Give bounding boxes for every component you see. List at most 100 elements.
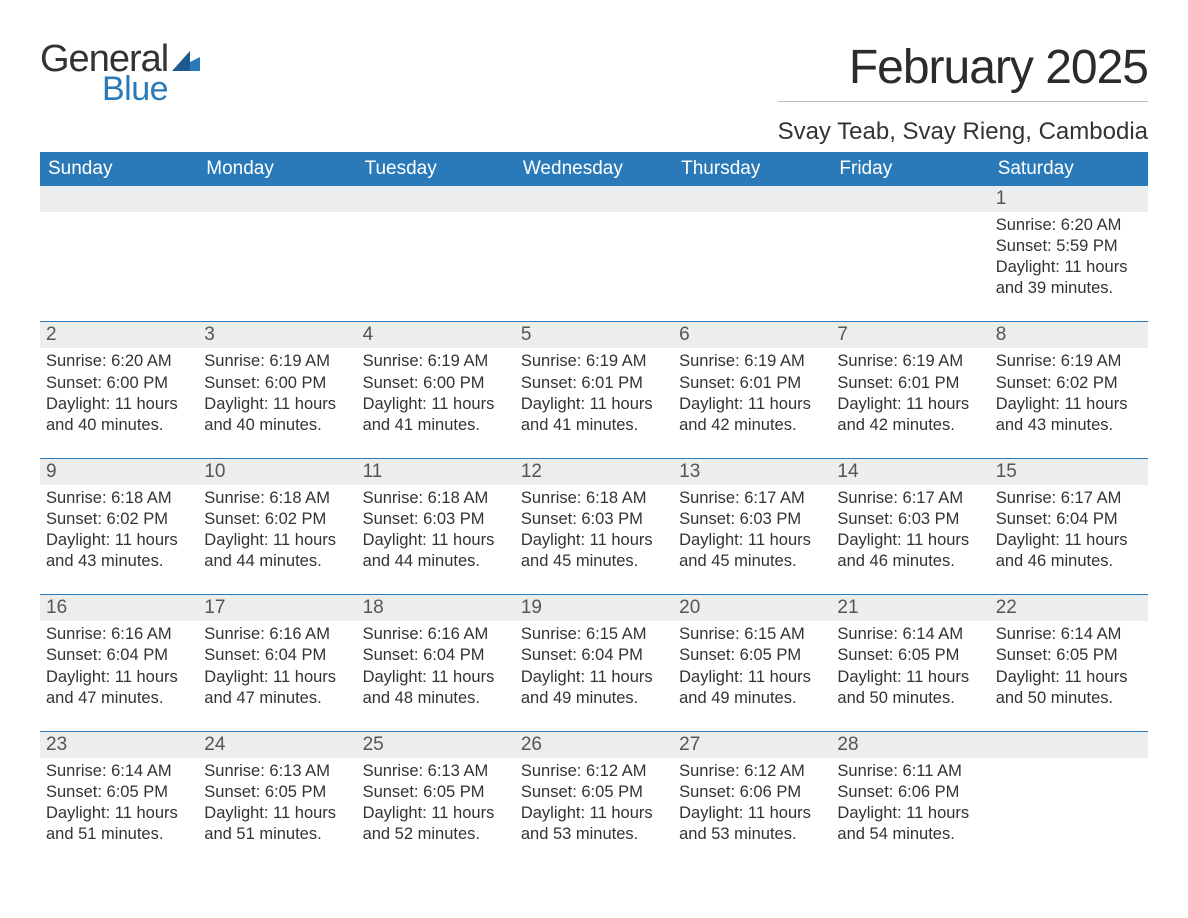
logo-flag-icon	[172, 51, 200, 71]
day-details: Sunrise: 6:18 AMSunset: 6:02 PMDaylight:…	[40, 485, 198, 594]
day-details: Sunrise: 6:12 AMSunset: 6:06 PMDaylight:…	[673, 758, 831, 867]
calendar-day-cell: 17Sunrise: 6:16 AMSunset: 6:04 PMDayligh…	[198, 595, 356, 731]
weekday-header: Friday	[831, 152, 989, 186]
day-details: Sunrise: 6:19 AMSunset: 6:00 PMDaylight:…	[198, 348, 356, 457]
sunset-line: Sunset: 6:00 PM	[204, 373, 350, 394]
sunset-line: Sunset: 6:01 PM	[679, 373, 825, 394]
daylight-line: Daylight: 11 hours and 44 minutes.	[204, 530, 350, 572]
sunrise-line: Sunrise: 6:18 AM	[521, 488, 667, 509]
daylight-line: Daylight: 11 hours and 40 minutes.	[46, 394, 192, 436]
day-details	[990, 758, 1148, 854]
calendar-day-cell: 18Sunrise: 6:16 AMSunset: 6:04 PMDayligh…	[357, 595, 515, 731]
calendar-week-row: 23Sunrise: 6:14 AMSunset: 6:05 PMDayligh…	[40, 731, 1148, 867]
day-details: Sunrise: 6:14 AMSunset: 6:05 PMDaylight:…	[990, 621, 1148, 730]
day-number	[198, 186, 356, 212]
daylight-line: Daylight: 11 hours and 46 minutes.	[996, 530, 1142, 572]
day-details: Sunrise: 6:18 AMSunset: 6:03 PMDaylight:…	[515, 485, 673, 594]
sunset-line: Sunset: 5:59 PM	[996, 236, 1142, 257]
day-details: Sunrise: 6:20 AMSunset: 5:59 PMDaylight:…	[990, 212, 1148, 321]
day-details	[357, 212, 515, 308]
sunrise-line: Sunrise: 6:13 AM	[204, 761, 350, 782]
sunset-line: Sunset: 6:03 PM	[363, 509, 509, 530]
calendar-day-cell	[515, 186, 673, 322]
sunset-line: Sunset: 6:04 PM	[363, 645, 509, 666]
day-number: 1	[990, 186, 1148, 212]
day-number: 13	[673, 459, 831, 485]
sunrise-line: Sunrise: 6:19 AM	[363, 351, 509, 372]
sunrise-line: Sunrise: 6:19 AM	[837, 351, 983, 372]
day-number: 2	[40, 322, 198, 348]
calendar-day-cell	[198, 186, 356, 322]
header-region: General Blue February 2025 Svay Teab, Sv…	[40, 40, 1148, 146]
calendar-day-cell: 19Sunrise: 6:15 AMSunset: 6:04 PMDayligh…	[515, 595, 673, 731]
sunset-line: Sunset: 6:01 PM	[521, 373, 667, 394]
sunrise-line: Sunrise: 6:13 AM	[363, 761, 509, 782]
calendar-day-cell: 21Sunrise: 6:14 AMSunset: 6:05 PMDayligh…	[831, 595, 989, 731]
day-details: Sunrise: 6:12 AMSunset: 6:05 PMDaylight:…	[515, 758, 673, 867]
sunrise-line: Sunrise: 6:12 AM	[521, 761, 667, 782]
day-number: 21	[831, 595, 989, 621]
daylight-line: Daylight: 11 hours and 54 minutes.	[837, 803, 983, 845]
day-details: Sunrise: 6:17 AMSunset: 6:03 PMDaylight:…	[673, 485, 831, 594]
sunset-line: Sunset: 6:01 PM	[837, 373, 983, 394]
daylight-line: Daylight: 11 hours and 45 minutes.	[521, 530, 667, 572]
calendar-day-cell: 7Sunrise: 6:19 AMSunset: 6:01 PMDaylight…	[831, 322, 989, 458]
daylight-line: Daylight: 11 hours and 41 minutes.	[521, 394, 667, 436]
calendar-day-cell: 20Sunrise: 6:15 AMSunset: 6:05 PMDayligh…	[673, 595, 831, 731]
sunset-line: Sunset: 6:05 PM	[363, 782, 509, 803]
day-details: Sunrise: 6:16 AMSunset: 6:04 PMDaylight:…	[40, 621, 198, 730]
day-number: 5	[515, 322, 673, 348]
day-number: 17	[198, 595, 356, 621]
daylight-line: Daylight: 11 hours and 52 minutes.	[363, 803, 509, 845]
daylight-line: Daylight: 11 hours and 51 minutes.	[204, 803, 350, 845]
day-number: 15	[990, 459, 1148, 485]
sunset-line: Sunset: 6:05 PM	[679, 645, 825, 666]
daylight-line: Daylight: 11 hours and 47 minutes.	[46, 667, 192, 709]
daylight-line: Daylight: 11 hours and 41 minutes.	[363, 394, 509, 436]
calendar-table: Sunday Monday Tuesday Wednesday Thursday…	[40, 152, 1148, 867]
day-details	[831, 212, 989, 308]
day-details: Sunrise: 6:14 AMSunset: 6:05 PMDaylight:…	[831, 621, 989, 730]
day-number: 10	[198, 459, 356, 485]
sunrise-line: Sunrise: 6:14 AM	[46, 761, 192, 782]
day-number: 18	[357, 595, 515, 621]
weekday-header-row: Sunday Monday Tuesday Wednesday Thursday…	[40, 152, 1148, 186]
daylight-line: Daylight: 11 hours and 44 minutes.	[363, 530, 509, 572]
daylight-line: Daylight: 11 hours and 49 minutes.	[521, 667, 667, 709]
sunset-line: Sunset: 6:03 PM	[521, 509, 667, 530]
weekday-header: Saturday	[990, 152, 1148, 186]
day-details	[40, 212, 198, 308]
calendar-day-cell: 13Sunrise: 6:17 AMSunset: 6:03 PMDayligh…	[673, 458, 831, 594]
calendar-day-cell: 2Sunrise: 6:20 AMSunset: 6:00 PMDaylight…	[40, 322, 198, 458]
day-number: 4	[357, 322, 515, 348]
day-number: 25	[357, 732, 515, 758]
sunset-line: Sunset: 6:02 PM	[204, 509, 350, 530]
weekday-header: Sunday	[40, 152, 198, 186]
calendar-day-cell	[40, 186, 198, 322]
sunset-line: Sunset: 6:04 PM	[46, 645, 192, 666]
day-details: Sunrise: 6:19 AMSunset: 6:01 PMDaylight:…	[515, 348, 673, 457]
sunset-line: Sunset: 6:05 PM	[996, 645, 1142, 666]
sunrise-line: Sunrise: 6:15 AM	[521, 624, 667, 645]
calendar-week-row: 2Sunrise: 6:20 AMSunset: 6:00 PMDaylight…	[40, 322, 1148, 458]
day-number: 24	[198, 732, 356, 758]
day-details	[198, 212, 356, 308]
sunset-line: Sunset: 6:03 PM	[837, 509, 983, 530]
calendar-day-cell: 25Sunrise: 6:13 AMSunset: 6:05 PMDayligh…	[357, 731, 515, 867]
day-details: Sunrise: 6:18 AMSunset: 6:02 PMDaylight:…	[198, 485, 356, 594]
sunrise-line: Sunrise: 6:16 AM	[46, 624, 192, 645]
title-separator	[778, 101, 1148, 102]
day-details: Sunrise: 6:15 AMSunset: 6:05 PMDaylight:…	[673, 621, 831, 730]
day-number: 11	[357, 459, 515, 485]
daylight-line: Daylight: 11 hours and 53 minutes.	[521, 803, 667, 845]
daylight-line: Daylight: 11 hours and 39 minutes.	[996, 257, 1142, 299]
daylight-line: Daylight: 11 hours and 50 minutes.	[996, 667, 1142, 709]
day-number: 28	[831, 732, 989, 758]
day-number: 8	[990, 322, 1148, 348]
day-number	[831, 186, 989, 212]
calendar-day-cell: 24Sunrise: 6:13 AMSunset: 6:05 PMDayligh…	[198, 731, 356, 867]
month-title: February 2025	[778, 40, 1148, 95]
day-number: 26	[515, 732, 673, 758]
day-details: Sunrise: 6:13 AMSunset: 6:05 PMDaylight:…	[357, 758, 515, 867]
calendar-week-row: 9Sunrise: 6:18 AMSunset: 6:02 PMDaylight…	[40, 458, 1148, 594]
